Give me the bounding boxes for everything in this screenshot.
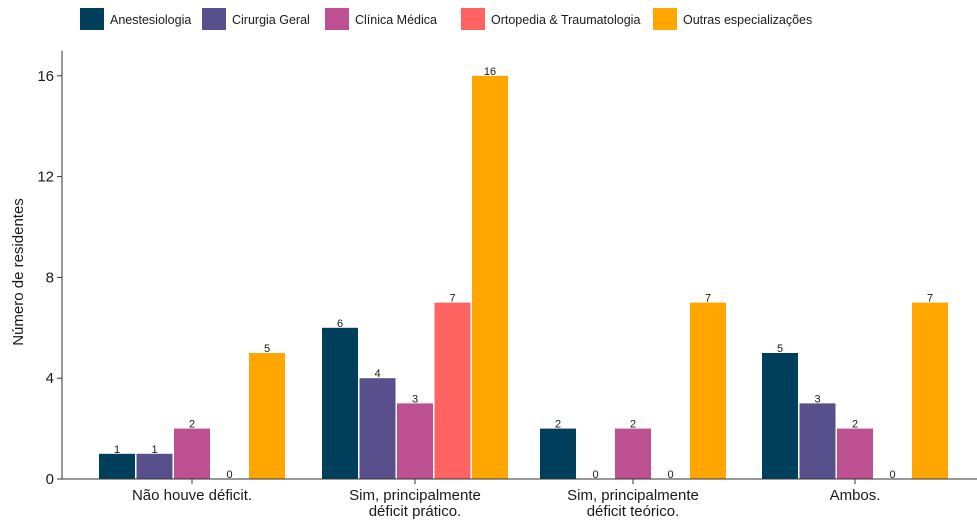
bar — [540, 428, 576, 479]
x-tick-label: Ambos. — [830, 487, 881, 504]
legend-label: Ortopedia & Traumatologia — [491, 13, 640, 27]
bar — [174, 428, 210, 479]
bar — [690, 302, 726, 479]
y-tick-label: 12 — [37, 169, 54, 186]
y-tick-label: 0 — [46, 471, 54, 488]
legend-item: Ortopedia & Traumatologia — [461, 8, 640, 30]
bar — [912, 302, 948, 479]
legend-swatch — [325, 8, 349, 30]
data-label: 2 — [189, 419, 195, 431]
legend-item: Anestesiologia — [80, 8, 191, 30]
data-label: 7 — [705, 293, 711, 305]
legend-label: Outras especializações — [683, 13, 812, 27]
data-label: 2 — [630, 419, 636, 431]
bar — [322, 327, 358, 479]
data-label: 3 — [814, 393, 820, 405]
data-label: 4 — [374, 368, 380, 380]
bar — [136, 453, 173, 479]
legend-swatch — [461, 8, 485, 30]
data-label: 1 — [114, 444, 120, 456]
data-label: 3 — [412, 393, 418, 405]
legend-label: Clínica Médica — [355, 13, 437, 27]
legend-item: Outras especializações — [653, 8, 812, 30]
data-label: 0 — [667, 469, 673, 481]
y-tick-label: 8 — [46, 269, 54, 286]
data-label: 5 — [777, 343, 783, 355]
data-label: 7 — [449, 293, 455, 305]
bar — [249, 353, 285, 479]
bar — [837, 428, 873, 479]
legend-item: Clínica Médica — [325, 8, 437, 30]
y-axis: 0 4 8 12 16 — [37, 50, 63, 488]
legend-swatch — [653, 8, 677, 30]
data-label: 16 — [484, 66, 496, 78]
bar — [472, 75, 508, 480]
data-label: 2 — [555, 419, 561, 431]
y-tick-label: 4 — [46, 370, 54, 387]
data-label: 0 — [592, 469, 598, 481]
data-label: 1 — [151, 444, 157, 456]
data-label: 0 — [226, 469, 232, 481]
legend-swatch — [202, 8, 226, 30]
bar — [762, 353, 798, 479]
bar — [397, 403, 433, 479]
x-axis: Não houve déficit. Sim, principalmente déf… — [62, 478, 977, 520]
legend-swatch — [80, 8, 104, 30]
bar — [434, 302, 471, 479]
legend-item: Cirurgia Geral — [202, 8, 310, 30]
x-tick-label: Sim, principalmente déficit teórico. — [567, 487, 699, 520]
x-tick-label: Sim, principalmente déficit prático. — [349, 487, 481, 520]
legend-label: Anestesiologia — [110, 13, 191, 27]
bar — [615, 428, 651, 479]
data-label: 5 — [264, 343, 270, 355]
data-label: 2 — [852, 419, 858, 431]
y-axis-title: Número de residentes — [10, 198, 27, 346]
bar — [799, 403, 836, 479]
data-label: 0 — [889, 469, 895, 481]
legend: Anestesiologia Cirurgia Geral Clínica Médi… — [80, 8, 812, 30]
data-label: 7 — [927, 293, 933, 305]
data-label: 6 — [337, 318, 343, 330]
y-tick-label: 16 — [37, 68, 54, 85]
bar — [99, 453, 135, 479]
x-tick-label: Não houve déficit. — [132, 487, 252, 504]
legend-label: Cirurgia Geral — [232, 13, 310, 27]
bar — [359, 378, 396, 479]
